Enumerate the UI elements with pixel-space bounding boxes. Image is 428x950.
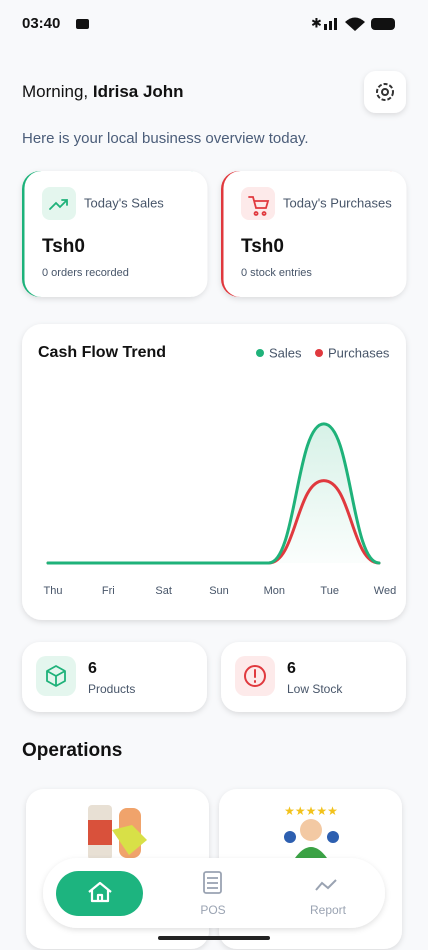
settings-button[interactable] (364, 71, 406, 113)
greeting: Morning, Idrisa John (22, 82, 184, 101)
home-indicator (158, 936, 270, 940)
x-tick-label: Sun (209, 585, 229, 597)
chart-title: Cash Flow Trend (38, 344, 166, 361)
nav-home[interactable] (56, 871, 143, 916)
card-icon-box (42, 187, 76, 220)
card-amount: Tsh0 (241, 236, 284, 257)
x-tick-label: Tue (320, 585, 339, 597)
section-title: Operations (22, 740, 122, 761)
card-note: 0 stock entries (241, 267, 312, 279)
card-title: Today's Sales (84, 195, 164, 210)
greeting-prefix: Morning, (22, 82, 88, 101)
stat-icon (244, 665, 266, 687)
nav-pos-icon[interactable] (203, 871, 222, 894)
greeting-name: Idrisa John (93, 82, 184, 101)
stat-value: 6 (88, 660, 97, 677)
card-icon-box (241, 187, 275, 220)
svg-text:★★★★★: ★★★★★ (284, 804, 338, 818)
card-icon (248, 196, 270, 216)
card-title: Today's Purchases (283, 195, 392, 210)
stat-label: Products (88, 682, 135, 696)
card-note: 0 orders recorded (42, 267, 129, 279)
x-tick-label: Thu (44, 585, 63, 597)
stat-label: Low Stock (287, 682, 343, 696)
bottom-nav (43, 858, 385, 928)
legend-dot (315, 349, 323, 357)
legend-label: Sales (269, 345, 302, 360)
stat-value: 6 (287, 660, 296, 677)
svg-text:✱: ✱ (311, 15, 322, 30)
x-tick-label: Sat (155, 585, 172, 597)
x-tick-label: Wed (374, 585, 396, 597)
status-icon (76, 19, 89, 29)
x-tick-label: Mon (264, 585, 285, 597)
nav-report-icon[interactable] (315, 879, 337, 891)
stat-icon (46, 665, 66, 687)
series-area (48, 423, 379, 563)
nav-label[interactable]: POS (200, 903, 225, 917)
legend-label: Purchases (328, 345, 390, 360)
legend-dot (256, 349, 264, 357)
x-tick-label: Fri (102, 585, 115, 597)
status-icons: ✱ (311, 15, 395, 31)
series-line (46, 422, 381, 565)
nav-label[interactable]: Report (310, 903, 347, 917)
status-time: 03:40 (22, 15, 60, 32)
card-icon (49, 199, 68, 210)
subtitle: Here is your local business overview tod… (22, 130, 309, 147)
card-amount: Tsh0 (42, 236, 85, 257)
